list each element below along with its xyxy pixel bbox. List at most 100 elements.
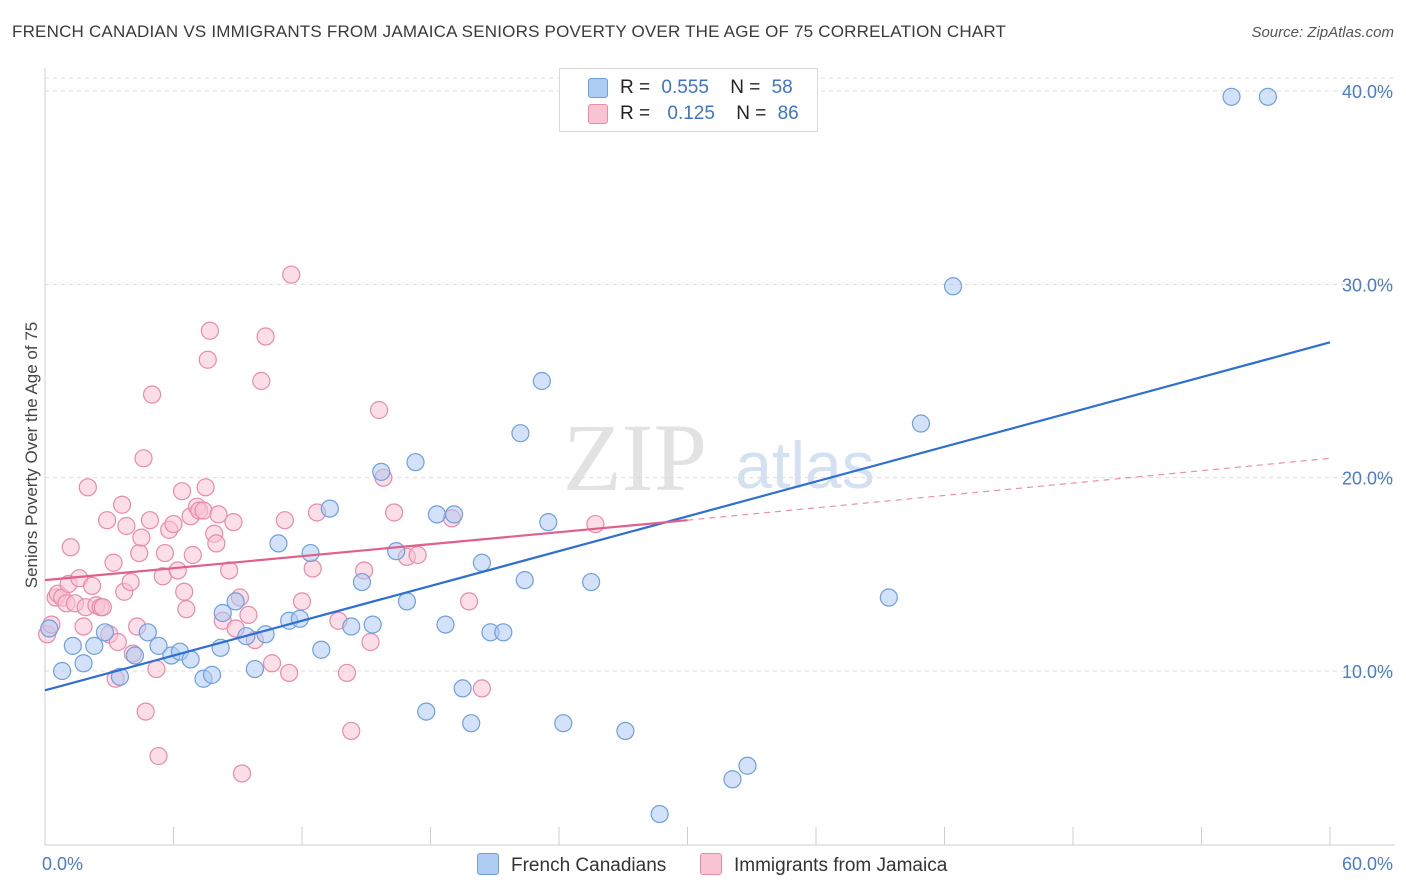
legend-swatch-pink [588, 104, 608, 124]
data-point-jamaica [61, 538, 80, 557]
data-point-jamaica [472, 679, 491, 698]
bottom-legend-french-canadians: French Canadians [477, 853, 666, 877]
data-point-french-canadians [363, 615, 382, 634]
data-point-french-canadians [202, 665, 222, 684]
r-label: R = [620, 77, 651, 98]
data-point-jamaica [262, 654, 282, 673]
data-point-french-canadians [1222, 87, 1241, 106]
data-point-french-canadians [125, 646, 145, 665]
data-point-jamaica [117, 516, 136, 536]
data-point-jamaica [337, 663, 357, 683]
legend-swatch-blue [588, 78, 608, 98]
data-point-french-canadians [397, 592, 417, 611]
data-point-french-canadians [95, 623, 115, 642]
data-point-jamaica [83, 576, 102, 596]
data-point-french-canadians [911, 414, 931, 433]
data-point-french-canadians [616, 721, 635, 741]
data-point-jamaica [370, 400, 389, 420]
bottom-legend-immigrants-from-jamaica: Immigrants from Jamaica [700, 853, 947, 877]
legend-swatch-pink [700, 853, 722, 875]
data-point-jamaica [136, 702, 155, 721]
data-point-jamaica [256, 327, 275, 346]
data-point-french-canadians [879, 588, 898, 607]
r-label: R = [620, 103, 651, 124]
data-point-jamaica [108, 632, 127, 652]
data-point-french-canadians [511, 424, 530, 443]
data-point-french-canadians [312, 640, 331, 659]
trend-line-french-canadians [44, 341, 1331, 692]
data-point-jamaica [149, 746, 168, 766]
y-tick-label: 10.0% [1342, 662, 1393, 682]
data-point-jamaica [252, 371, 271, 391]
data-point-jamaica [280, 663, 299, 683]
data-point-french-canadians [406, 453, 425, 472]
data-point-french-canadians [582, 572, 601, 592]
data-point-jamaica [132, 528, 151, 547]
source-credit: Source: ZipAtlas.com [1251, 24, 1394, 41]
data-point-jamaica [168, 561, 187, 580]
data-point-jamaica [121, 572, 140, 592]
y-tick-label: 20.0% [1342, 469, 1393, 489]
data-point-jamaica [183, 545, 202, 565]
data-point-french-canadians [138, 623, 157, 642]
trend-line-jamaica-extension [687, 457, 1331, 521]
data-point-french-canadians [387, 542, 406, 561]
watermark-atlas: atlas [735, 428, 874, 502]
data-point-jamaica [282, 265, 301, 284]
data-point-jamaica [200, 321, 220, 340]
data-point-french-canadians [738, 756, 757, 775]
data-point-french-canadians [74, 654, 93, 673]
data-point-jamaica [198, 350, 217, 369]
data-point-french-canadians [63, 636, 82, 655]
r-value: 0.555 [661, 77, 709, 98]
n-value: 86 [777, 103, 799, 124]
data-point-jamaica [275, 511, 294, 530]
data-point-jamaica [93, 598, 112, 617]
data-point-jamaica [384, 503, 404, 522]
data-point-jamaica [361, 632, 380, 652]
data-point-french-canadians [372, 462, 391, 481]
n-value: 58 [771, 77, 793, 98]
data-point-jamaica [142, 385, 162, 404]
data-point-french-canadians [515, 571, 534, 590]
data-point-jamaica [207, 534, 226, 553]
series-immigrants-from-jamaica [38, 265, 605, 783]
data-point-jamaica [224, 513, 243, 532]
data-point-french-canadians [301, 543, 320, 563]
data-point-french-canadians [53, 661, 72, 681]
legend-stats: R = 0.555 N = 58 [620, 77, 793, 99]
correlation-legend: R = 0.555 N = 58 R = 0.125 N = 86 [559, 68, 818, 132]
data-point-jamaica [342, 721, 361, 741]
data-point-french-canadians [650, 804, 669, 824]
data-point-french-canadians [532, 371, 551, 391]
gridlines [45, 77, 1395, 672]
legend-stats: R = 0.125 N = 86 [620, 103, 799, 125]
data-point-french-canadians [943, 277, 963, 296]
data-point-jamaica [194, 501, 213, 520]
data-point-french-canadians [436, 615, 455, 634]
data-point-jamaica [104, 553, 123, 572]
data-point-jamaica [164, 514, 183, 534]
data-point-jamaica [98, 511, 117, 530]
data-point-jamaica [147, 659, 166, 679]
tick-labels: 10.0% 20.0% 30.0% 40.0% 0.0% 60.0% [42, 82, 1393, 874]
data-point-jamaica [196, 478, 215, 497]
data-point-jamaica [74, 617, 93, 636]
data-point-jamaica [112, 495, 132, 514]
r-value: 0.125 [667, 103, 715, 124]
series-french-canadians [40, 87, 1277, 824]
data-point-french-canadians [149, 636, 168, 655]
x-tick-label: 60.0% [1342, 854, 1393, 874]
data-point-jamaica [130, 543, 149, 563]
data-point-french-canadians [213, 603, 232, 623]
data-point-french-canadians [245, 659, 264, 679]
data-point-french-canadians [427, 505, 447, 524]
data-point-french-canadians [320, 499, 339, 518]
watermark-zip: ZIP [563, 404, 707, 511]
data-point-french-canadians [472, 553, 491, 572]
data-point-jamaica [175, 582, 194, 601]
data-point-french-canadians [226, 592, 245, 611]
data-point-jamaica [292, 592, 312, 611]
data-point-french-canadians [453, 679, 472, 698]
